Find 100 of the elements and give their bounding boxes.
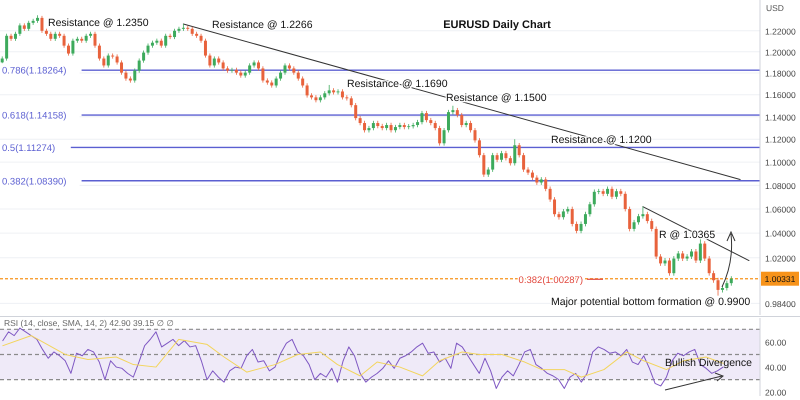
candlestick bbox=[328, 84, 331, 96]
candlestick bbox=[71, 38, 74, 56]
candlestick bbox=[94, 31, 96, 48]
candlestick bbox=[544, 176, 548, 192]
y-tick-label: 40.00 bbox=[765, 362, 787, 373]
candlestick bbox=[703, 240, 706, 262]
candlestick bbox=[274, 76, 278, 88]
candlestick bbox=[5, 33, 8, 62]
candlestick bbox=[474, 128, 476, 144]
candlestick bbox=[124, 70, 128, 82]
candlestick bbox=[336, 88, 340, 95]
candlestick bbox=[98, 43, 101, 62]
candlestick bbox=[390, 122, 393, 133]
annotation: Resistance @ 1.2266 bbox=[212, 19, 313, 31]
candlestick bbox=[442, 128, 446, 146]
candlestick bbox=[195, 31, 198, 38]
candlestick bbox=[456, 108, 459, 118]
candlestick bbox=[694, 248, 698, 264]
candlestick bbox=[482, 152, 486, 178]
chart-title: RSI (14, close, SMA, 14, 2) 42.90 39.15 ∅ ∅ bbox=[4, 318, 174, 328]
y-tick-label: 1.08000 bbox=[765, 180, 796, 191]
annotation: Resistance @ 1.1200 bbox=[551, 134, 652, 146]
candlestick bbox=[261, 66, 264, 84]
candlestick bbox=[200, 33, 203, 44]
y-axis-title: USD bbox=[766, 3, 784, 13]
candlestick bbox=[372, 120, 375, 131]
candlestick bbox=[182, 24, 185, 32]
candlestick bbox=[460, 112, 464, 128]
candlestick bbox=[340, 88, 344, 100]
candlestick bbox=[500, 150, 504, 162]
candlestick bbox=[301, 76, 304, 88]
candlestick bbox=[553, 196, 556, 217]
candlestick bbox=[434, 120, 437, 131]
ref-line-label: 1.00331 bbox=[764, 274, 796, 284]
candlestick bbox=[690, 248, 694, 260]
candlestick bbox=[27, 20, 30, 32]
candlestick bbox=[106, 53, 110, 68]
candlestick bbox=[40, 15, 44, 34]
candlestick bbox=[284, 62, 286, 76]
candlestick bbox=[530, 170, 534, 180]
annotation: Resistance @ 1.2350 bbox=[48, 17, 149, 29]
candlestick bbox=[84, 33, 88, 44]
candlestick bbox=[708, 256, 711, 276]
candlestick bbox=[62, 33, 66, 48]
candlestick bbox=[133, 68, 136, 84]
candlestick bbox=[279, 70, 282, 82]
candlestick bbox=[614, 188, 618, 200]
ref-line-label: 0.382(1.08390) bbox=[2, 176, 66, 188]
candlestick bbox=[116, 54, 119, 66]
candlestick bbox=[49, 31, 52, 42]
candlestick bbox=[451, 105, 454, 115]
candlestick bbox=[641, 206, 644, 220]
candlestick bbox=[570, 206, 574, 227]
y-tick-label: 1.12000 bbox=[765, 134, 796, 145]
candlestick bbox=[190, 26, 194, 36]
candlestick bbox=[580, 221, 583, 234]
candlestick bbox=[138, 58, 141, 74]
ref-line-label: 0.618(1.14158) bbox=[2, 110, 66, 122]
candlestick bbox=[14, 31, 17, 42]
candlestick bbox=[496, 152, 499, 162]
candlestick bbox=[164, 33, 168, 48]
candlestick bbox=[592, 189, 596, 208]
candlestick bbox=[350, 96, 353, 108]
candlestick bbox=[248, 62, 252, 76]
candlestick bbox=[535, 174, 538, 186]
candlestick bbox=[686, 254, 689, 262]
candlestick bbox=[628, 206, 632, 232]
candlestick bbox=[155, 38, 158, 46]
candlestick bbox=[672, 256, 676, 276]
candlestick bbox=[636, 213, 640, 226]
y-tick-label: 1.16000 bbox=[765, 90, 796, 100]
candlestick bbox=[420, 110, 424, 125]
candlestick bbox=[222, 60, 225, 71]
candlestick bbox=[102, 56, 106, 68]
candlestick bbox=[354, 102, 358, 121]
candlestick bbox=[469, 120, 472, 133]
candlestick bbox=[584, 211, 587, 227]
candlestick bbox=[716, 277, 720, 296]
candlestick bbox=[712, 270, 716, 284]
candlestick bbox=[363, 120, 366, 133]
candlestick bbox=[424, 110, 428, 123]
candlestick bbox=[632, 219, 636, 232]
candlestick bbox=[173, 28, 176, 40]
candlestick bbox=[513, 138, 516, 166]
candlestick bbox=[508, 155, 512, 166]
candlestick bbox=[610, 186, 614, 200]
candlestick bbox=[504, 150, 508, 161]
candlestick bbox=[160, 38, 163, 48]
candlestick bbox=[204, 38, 207, 58]
candlestick bbox=[730, 276, 733, 286]
y-tick-label: 1.22000 bbox=[765, 26, 796, 36]
y-tick-label: 1.04000 bbox=[765, 228, 796, 239]
candlestick bbox=[256, 60, 260, 71]
y-tick-label: 1.18000 bbox=[765, 68, 796, 79]
candlestick bbox=[518, 142, 521, 158]
candlestick bbox=[120, 60, 124, 76]
candlestick bbox=[624, 191, 627, 212]
candlestick bbox=[478, 138, 481, 158]
text: EURUSD Daily Chart bbox=[443, 19, 552, 31]
annotation: Resistance @ 1.1500 bbox=[446, 92, 547, 104]
